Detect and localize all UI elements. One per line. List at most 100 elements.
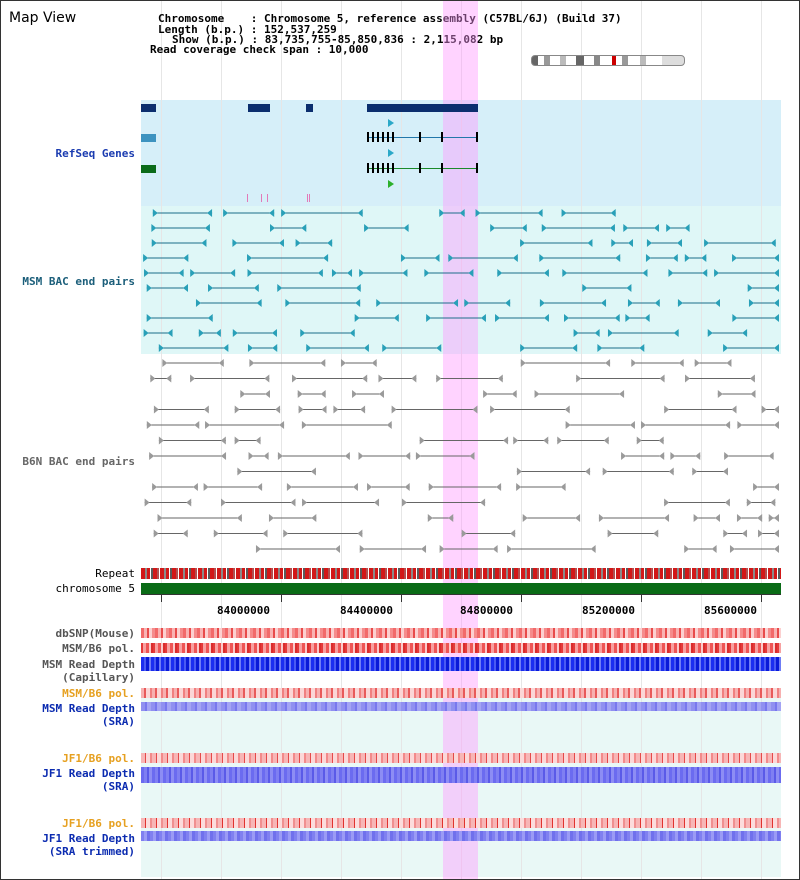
bac-end-arrow-icon (664, 498, 670, 507)
bac-end-arrow-icon (272, 344, 278, 352)
chromosome-bar[interactable] (141, 583, 781, 594)
exon-marker (476, 132, 478, 142)
bac-end-arrow-icon (496, 483, 502, 491)
bac-end-arrow-icon (673, 329, 679, 337)
bac-end-arrow-icon (774, 405, 779, 414)
jf1-b6-pol-2-track[interactable] (141, 818, 781, 828)
chromosome-ideogram[interactable] (531, 55, 685, 66)
msm-depth-sra-label[interactable]: MSM Read Depth (SRA) (42, 702, 135, 728)
exon-marker (441, 132, 443, 142)
bac-end-arrow-icon (247, 254, 253, 262)
bac-end-arrow-icon (684, 545, 690, 553)
bac-end-arrow-icon (774, 344, 779, 352)
msm-depth-capillary-track[interactable] (141, 657, 781, 671)
bac-end-arrow-icon (400, 254, 406, 262)
bac-end-arrow-icon (658, 436, 664, 445)
bac-end-arrow-icon (725, 421, 731, 429)
repeat-track[interactable] (141, 568, 781, 579)
bac-end-arrow-icon (736, 514, 742, 522)
bac-end-arrow-icon (684, 254, 690, 262)
bac-end-arrow-icon (543, 269, 549, 277)
bac-end-arrow-icon (774, 299, 779, 307)
bac-end-arrow-icon (220, 436, 226, 445)
bac-end-arrow-icon (561, 209, 567, 217)
bac-end-arrow-icon (215, 329, 221, 337)
bac-end-arrow-icon (560, 483, 566, 491)
jf1-b6-pol-label[interactable]: JF1/B6 pol. (62, 752, 135, 765)
jf1-b6-pol-2-label[interactable]: JF1/B6 pol. (62, 817, 135, 830)
bac-end-arrow-icon (572, 344, 578, 352)
bac-end-arrow-icon (464, 299, 470, 307)
grid-line (281, 1, 282, 879)
gene-feature[interactable] (306, 104, 313, 112)
bac-end-arrow-icon (602, 467, 608, 476)
bac-end-arrow-icon (349, 329, 355, 337)
bac-end-arrow-icon (685, 374, 691, 383)
bac-end-arrow-icon (670, 452, 676, 460)
bac-end-arrow-icon (575, 514, 581, 522)
gene-feature[interactable] (141, 104, 156, 112)
bac-end-arrow-icon (615, 254, 621, 262)
bac-end-arrow-icon (562, 269, 568, 277)
refseq-genes-label[interactable]: RefSeq Genes (55, 147, 135, 160)
bac-end-arrow-icon (144, 269, 150, 277)
dbsnp-track[interactable] (141, 628, 781, 638)
bac-end-arrow-icon (448, 254, 454, 262)
gene-feature[interactable] (367, 104, 478, 112)
bac-end-arrow-icon (774, 421, 779, 429)
bac-end-arrow-icon (480, 498, 486, 507)
msm-b6-pol-sra-label[interactable]: MSM/B6 pol. (62, 687, 135, 700)
jf1-depth-trimmed-label[interactable]: JF1 Read Depth (SRA trimmed) (42, 832, 135, 858)
bac-end-arrow-icon (694, 359, 700, 367)
jf1-b6-pol-track[interactable] (141, 753, 781, 763)
bac-end-arrow-icon (639, 344, 645, 352)
bac-end-arrow-icon (469, 452, 475, 460)
bac-end-arrow-icon (537, 209, 543, 217)
msm-depth-capillary-label[interactable]: MSM Read Depth (Capillary) (42, 658, 135, 684)
msm-b6-pol-label[interactable]: MSM/B6 pol. (62, 642, 135, 655)
bac-end-arrow-icon (543, 314, 549, 322)
axis-tick-label: 84000000 (217, 604, 270, 617)
bac-end-arrow-icon (150, 374, 156, 383)
jf1-depth-trimmed-track[interactable] (141, 831, 781, 841)
axis-tick (401, 594, 402, 602)
bac-end-arrow-icon (724, 498, 730, 507)
bac-end-arrow-icon (768, 452, 774, 460)
bac-end-arrow-icon (281, 209, 287, 217)
axis-tick (161, 594, 162, 602)
bac-end-arrow-icon (411, 374, 417, 383)
msm-bac-label[interactable]: MSM BAC end pairs (22, 275, 135, 288)
bac-end-arrow-icon (264, 390, 270, 398)
bac-end-arrow-icon (153, 405, 159, 414)
jf1-depth-sra-track[interactable] (141, 767, 781, 783)
msm-b6-pol-track[interactable] (141, 643, 781, 653)
bac-end-arrow-icon (774, 284, 779, 292)
bac-end-arrow-icon (516, 483, 522, 491)
bac-end-arrow-icon (475, 209, 481, 217)
axis-tick (521, 594, 522, 602)
bac-end-arrow-icon (459, 209, 465, 217)
axis-tick (761, 594, 762, 602)
bac-end-arrow-icon (378, 374, 384, 383)
bac-end-arrow-icon (355, 284, 361, 292)
bac-end-arrow-icon (644, 314, 650, 322)
gene-feature[interactable] (141, 134, 156, 142)
dbsnp-label[interactable]: dbSNP(Mouse) (55, 627, 135, 640)
gene-feature[interactable] (248, 104, 270, 112)
bac-end-arrow-icon (306, 344, 312, 352)
bac-end-arrow-icon (746, 498, 752, 507)
gene-feature[interactable] (141, 165, 156, 173)
jf1-depth-sra-label[interactable]: JF1 Read Depth (SRA) (42, 767, 135, 793)
b6n-bac-label[interactable]: B6N BAC end pairs (22, 455, 135, 468)
msm-b6-pol-sra-track[interactable] (141, 688, 781, 698)
bac-end-arrow-icon (714, 299, 720, 307)
bac-end-arrow-icon (722, 467, 728, 476)
bac-end-arrow-icon (269, 224, 275, 232)
bac-end-arrow-icon (158, 436, 164, 445)
bac-end-arrow-icon (666, 224, 672, 232)
bac-end-arrow-icon (146, 421, 152, 429)
bac-end-arrow-icon (654, 299, 660, 307)
bac-end-arrow-icon (232, 239, 238, 247)
bac-end-arrow-icon (190, 269, 196, 277)
msm-depth-sra-track[interactable] (141, 702, 781, 711)
